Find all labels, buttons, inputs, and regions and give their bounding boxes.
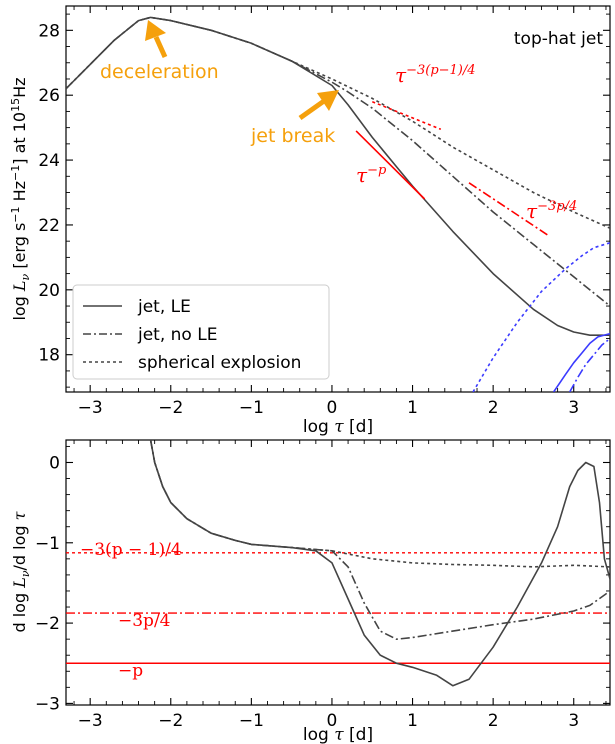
legend-jet-le: jet, LE [137,297,191,317]
top-xtick-label: 2 [488,398,499,418]
top-curves [66,16,610,392]
jet-break-arrow [298,90,339,121]
bottom-xtick-label: 0 [327,711,338,731]
bottom-series-0 [149,440,610,687]
top-xtick-label: −1 [239,398,264,418]
legend-jet-no-le: jet, no LE [137,325,217,345]
bottom-ytick-label: −1 [35,534,60,554]
bottom-xtick-label: 1 [407,711,418,731]
deceleration-arrow [145,20,168,59]
top-series-3 [552,332,610,392]
deceleration-label: deceleration [100,61,219,83]
legend-box [72,284,330,380]
top-ytick-label: 20 [38,281,60,301]
legend: jet, LE jet, no LE spherical explosion [72,284,330,380]
bottom-xtick-label: −3 [78,711,103,731]
top-xtick-label: −3 [78,398,103,418]
bottom-ytick-label: −3 [35,694,60,714]
bottom-ytick-label: 0 [49,453,60,473]
hline-label-le: −p [118,661,143,681]
top-xtick-label: 3 [568,398,579,418]
top-series-6 [372,100,442,131]
bottom-series-2 [149,440,610,568]
bottom-panel: −3 −2 −1 0 1 2 3 −3 −2 −1 0 −3(p − 1)/4 −3p/4 −p l… [10,439,611,744]
bottom-ticks: −3 −2 −1 0 1 2 3 −3 −2 −1 0 [35,440,610,731]
top-series-7 [355,130,426,200]
bottom-xtick-label: 3 [568,711,579,731]
top-ytick-label: 18 [38,346,60,366]
top-series-4 [569,337,610,392]
jet-break-label: jet break [250,125,335,147]
top-panel: −3 −2 −1 0 1 2 3 18 20 22 24 26 28 top-hat jet decel… [9,5,611,437]
hline-label-spherical: −3(p − 1)/4 [80,540,182,560]
top-xtick-label: 0 [327,398,338,418]
bottom-curves [66,440,610,687]
bottom-x-axis-label: log τ [d] [303,725,373,744]
bottom-y-axis-label: d log Lν/d log τ [10,510,32,632]
top-ytick-label: 26 [38,86,60,106]
top-hat-jet-label: top-hat jet [514,29,603,49]
top-xtick-label: −2 [158,398,183,418]
top-ytick-label: 28 [38,21,60,41]
top-series-2 [66,16,610,229]
hline-label-nole: −3p/4 [118,611,171,631]
bottom-xtick-label: 2 [488,711,499,731]
top-series-5 [472,242,610,392]
top-series-8 [468,182,551,237]
bottom-xtick-label: −1 [239,711,264,731]
bottom-ytick-label: −2 [35,614,60,634]
top-y-axis-label: log Lν [erg s−1 Hz−1] at 1015Hz [9,77,32,320]
legend-spherical: spherical explosion [138,353,301,373]
top-ytick-label: 24 [38,151,60,171]
top-ticks: −3 −2 −1 0 1 2 3 18 20 22 24 26 28 [38,6,610,418]
bottom-plot-frame [65,439,611,706]
top-ytick-label: 22 [38,216,60,236]
top-x-axis-label: log τ [d] [303,417,373,437]
bottom-xtick-label: −2 [158,711,183,731]
top-xtick-label: 1 [407,398,418,418]
